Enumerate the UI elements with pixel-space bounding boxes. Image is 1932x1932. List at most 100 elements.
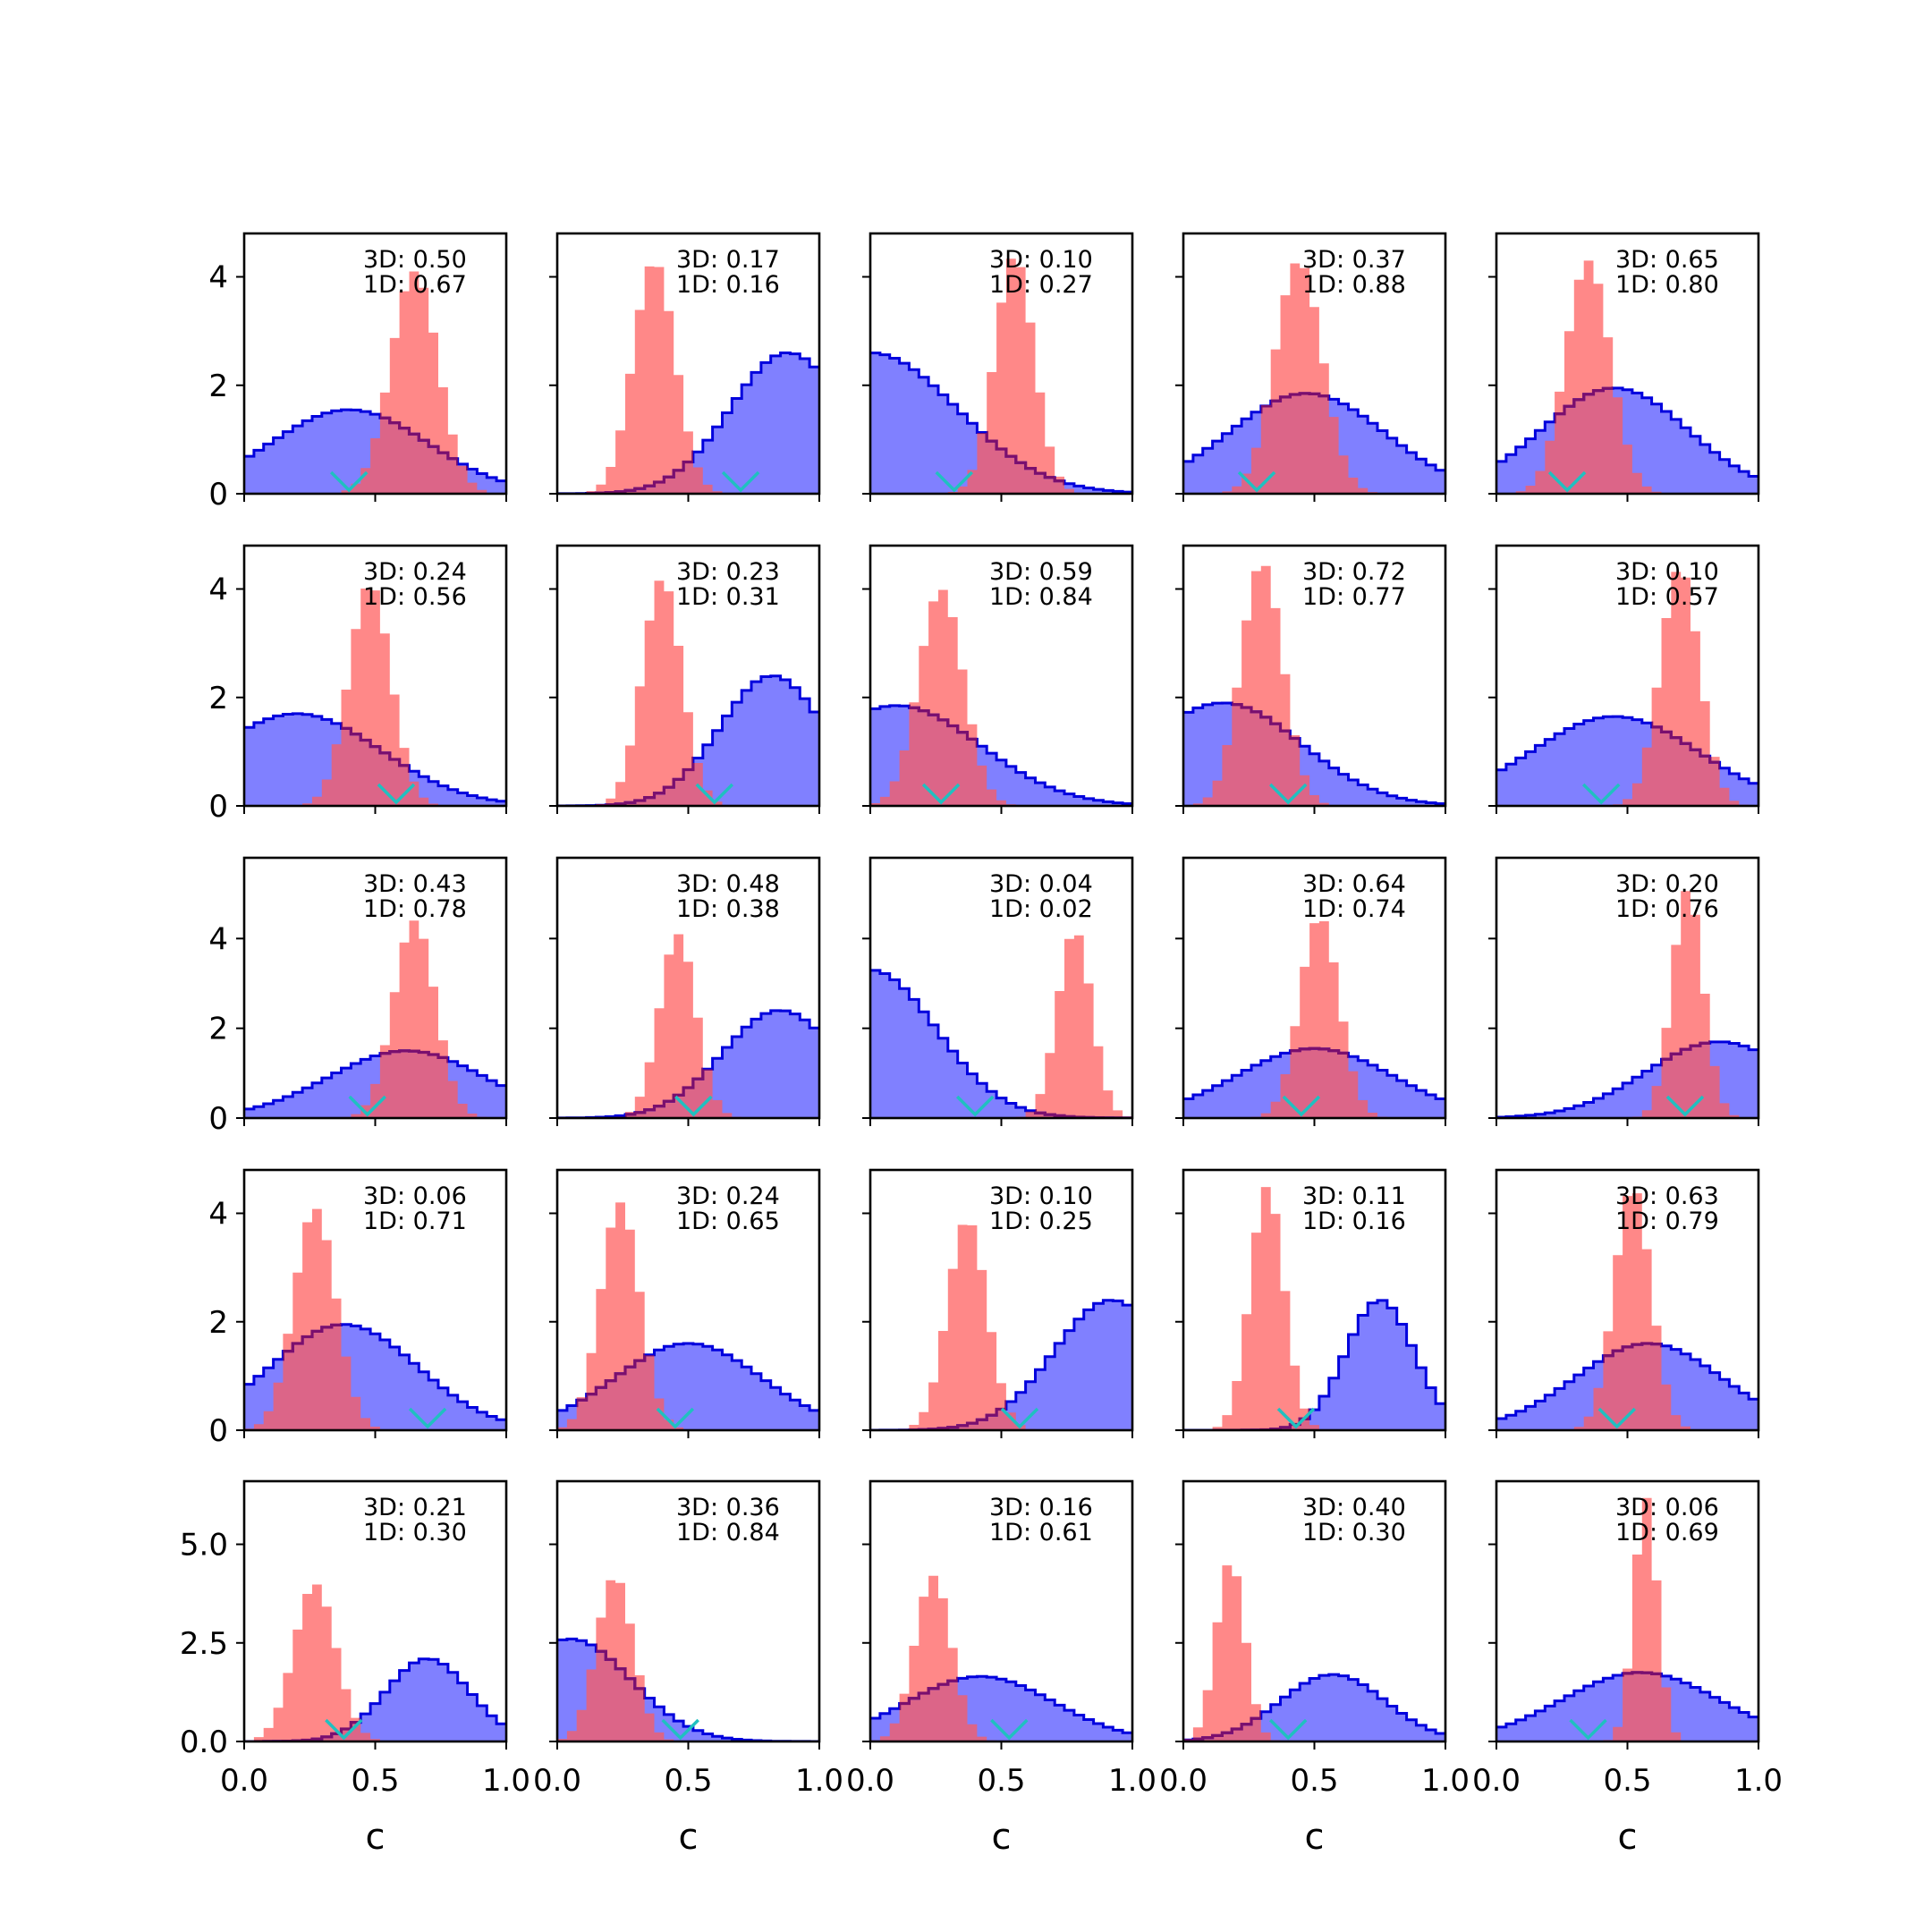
x-tick-label: 1.0 (795, 1763, 843, 1799)
annotation-3d: 3D: 0.20 (1615, 870, 1719, 898)
true-value-marker (1276, 1407, 1316, 1429)
histogram-3d-outline (244, 408, 506, 483)
true-value-marker (1569, 1718, 1607, 1741)
true-value-marker (921, 783, 961, 805)
annotation-1d: 1D: 0.74 (1302, 895, 1406, 923)
x-axis-label: c (679, 1817, 699, 1858)
annotation-3d: 3D: 0.10 (1615, 558, 1719, 586)
y-tick-label: 0.0 (180, 1724, 228, 1760)
annotation-1d: 1D: 0.16 (676, 271, 780, 299)
annotation-3d: 3D: 0.17 (676, 246, 780, 274)
annotation-3d: 3D: 0.10 (989, 1182, 1093, 1210)
annotation-3d: 3D: 0.43 (363, 870, 467, 898)
y-tick-label: 0 (208, 477, 228, 513)
histogram-1d-fill (557, 1580, 819, 1741)
histogram-1d-fill (1183, 263, 1445, 494)
annotation-1d: 1D: 0.65 (676, 1208, 780, 1235)
annotation-3d: 3D: 0.04 (989, 870, 1093, 898)
histogram-1d-fill (1496, 260, 1758, 494)
x-tick-label: 0.0 (1472, 1763, 1521, 1799)
annotation-1d: 1D: 0.30 (363, 1519, 467, 1546)
y-tick-label: 2 (208, 1012, 228, 1047)
annotation-3d: 3D: 0.65 (1615, 246, 1719, 274)
true-value-marker (695, 783, 734, 805)
histogram-3d-fill (244, 1658, 506, 1741)
annotation-1d: 1D: 0.80 (1615, 271, 1719, 299)
annotation-1d: 1D: 0.57 (1615, 583, 1719, 611)
annotation-1d: 1D: 0.76 (1615, 895, 1719, 923)
true-value-marker (1268, 783, 1308, 805)
true-value-marker (656, 1407, 695, 1429)
true-value-marker (325, 1718, 363, 1741)
annotation-3d: 3D: 0.37 (1302, 246, 1406, 274)
histogram-3d-fill (870, 1300, 1132, 1430)
true-value-marker (1000, 1407, 1039, 1429)
annotation-1d: 1D: 0.84 (676, 1519, 780, 1546)
true-value-marker (1581, 783, 1621, 805)
histogram-3d-fill (557, 352, 819, 494)
histogram-1d-fill (1496, 572, 1758, 806)
x-tick-label: 0.5 (351, 1763, 399, 1799)
annotation-1d: 1D: 0.88 (1302, 271, 1406, 299)
histogram-1d-fill (1496, 1193, 1758, 1430)
x-tick-label: 0.0 (1159, 1763, 1208, 1799)
annotation-3d: 3D: 0.21 (363, 1494, 467, 1521)
annotation-1d: 1D: 0.25 (989, 1208, 1093, 1235)
true-value-marker (661, 1718, 699, 1741)
y-tick-label: 2 (208, 369, 228, 404)
histogram-3d-outline (1183, 701, 1445, 805)
histogram-1d-fill (244, 589, 506, 806)
histogram-1d-fill (1183, 1565, 1445, 1741)
histogram-1d-fill (870, 935, 1132, 1118)
true-value-marker (329, 470, 369, 493)
annotation-1d: 1D: 0.27 (989, 271, 1093, 299)
histogram-1d-fill (244, 920, 506, 1118)
histogram-1d-fill (1496, 891, 1758, 1118)
histogram-1d-fill (1183, 1187, 1445, 1430)
annotation-3d: 3D: 0.72 (1302, 558, 1406, 586)
y-tick-label: 4 (208, 1197, 228, 1233)
histogram-3d-fill (557, 675, 819, 806)
y-tick-label: 2 (208, 681, 228, 716)
annotation-3d: 3D: 0.06 (1615, 1494, 1719, 1521)
x-tick-label: 0.0 (220, 1763, 268, 1799)
annotation-3d: 3D: 0.59 (989, 558, 1093, 586)
y-tick-label: 0 (208, 1101, 228, 1137)
annotation-1d: 1D: 0.56 (363, 583, 467, 611)
x-axis-label: c (1618, 1817, 1638, 1858)
x-tick-label: 1.0 (1734, 1763, 1783, 1799)
histogram-1d-fill (557, 266, 819, 494)
histogram-1d-fill (870, 1224, 1132, 1430)
histogram-3d-outline (244, 1049, 506, 1111)
histogram-3d-outline (1496, 386, 1758, 478)
histogram-1d-fill (1183, 921, 1445, 1118)
x-tick-label: 1.0 (1108, 1763, 1157, 1799)
annotation-1d: 1D: 0.16 (1302, 1208, 1406, 1235)
y-tick-label: 5.0 (180, 1528, 228, 1563)
true-value-marker (1547, 470, 1587, 493)
annotation-3d: 3D: 0.63 (1615, 1182, 1719, 1210)
x-axis-label: c (992, 1817, 1012, 1858)
true-value-marker (674, 1095, 713, 1117)
annotation-3d: 3D: 0.11 (1302, 1182, 1406, 1210)
histogram-1d-fill (1183, 565, 1445, 806)
annotation-3d: 3D: 0.23 (676, 558, 780, 586)
annotation-1d: 1D: 0.30 (1302, 1519, 1406, 1546)
histogram-1d-fill (557, 580, 819, 806)
annotation-1d: 1D: 0.31 (676, 583, 780, 611)
y-tick-label: 4 (208, 921, 228, 957)
